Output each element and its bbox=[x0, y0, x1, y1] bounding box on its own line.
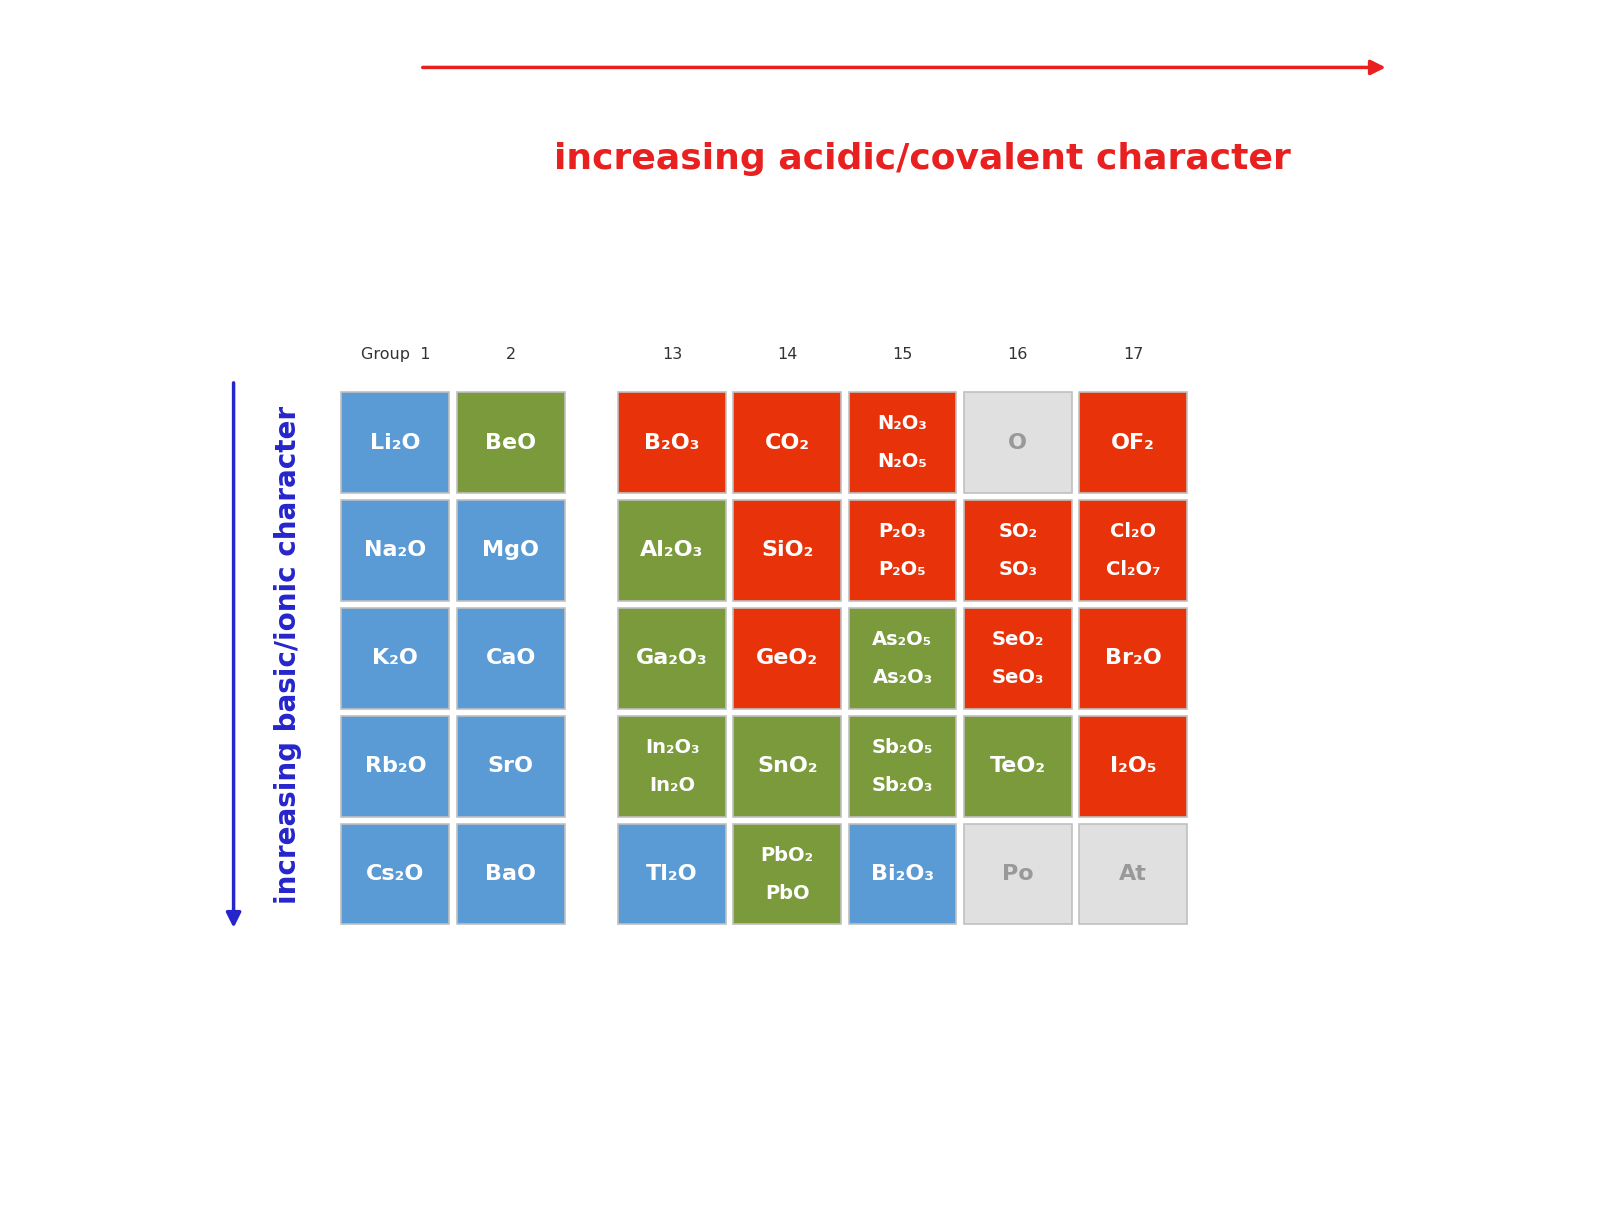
FancyBboxPatch shape bbox=[456, 608, 565, 709]
Text: CaO: CaO bbox=[485, 649, 536, 668]
FancyBboxPatch shape bbox=[341, 392, 450, 493]
Text: Sb₂O₃: Sb₂O₃ bbox=[872, 776, 933, 794]
Text: GeO₂: GeO₂ bbox=[757, 649, 818, 668]
Text: Sb₂O₅: Sb₂O₅ bbox=[872, 738, 933, 756]
Text: MgO: MgO bbox=[482, 541, 539, 560]
Text: Na₂O: Na₂O bbox=[365, 541, 427, 560]
Text: Po: Po bbox=[1002, 864, 1034, 884]
FancyBboxPatch shape bbox=[1078, 716, 1187, 817]
FancyBboxPatch shape bbox=[1078, 392, 1187, 493]
Text: Cl₂O₇: Cl₂O₇ bbox=[1106, 560, 1160, 579]
Text: 2: 2 bbox=[506, 347, 515, 362]
Text: Tl₂O: Tl₂O bbox=[646, 864, 698, 884]
Text: N₂O₅: N₂O₅ bbox=[877, 452, 928, 471]
Text: 14: 14 bbox=[778, 347, 797, 362]
Text: I₂O₅: I₂O₅ bbox=[1110, 756, 1157, 776]
Text: increasing basic/ionic character: increasing basic/ionic character bbox=[274, 406, 301, 905]
Text: increasing acidic/covalent character: increasing acidic/covalent character bbox=[554, 142, 1291, 177]
FancyBboxPatch shape bbox=[963, 824, 1072, 924]
Text: In₂O: In₂O bbox=[650, 776, 694, 794]
Text: Br₂O: Br₂O bbox=[1104, 649, 1162, 668]
FancyBboxPatch shape bbox=[848, 500, 957, 601]
Text: N₂O₃: N₂O₃ bbox=[878, 414, 928, 433]
Text: P₂O₅: P₂O₅ bbox=[878, 560, 926, 579]
Text: In₂O₃: In₂O₃ bbox=[645, 738, 699, 756]
Text: SiO₂: SiO₂ bbox=[762, 541, 813, 560]
Text: 15: 15 bbox=[893, 347, 912, 362]
FancyBboxPatch shape bbox=[733, 500, 842, 601]
FancyBboxPatch shape bbox=[456, 716, 565, 817]
FancyBboxPatch shape bbox=[618, 824, 726, 924]
Text: K₂O: K₂O bbox=[373, 649, 418, 668]
Text: O: O bbox=[1008, 433, 1027, 452]
FancyBboxPatch shape bbox=[848, 716, 957, 817]
Text: SeO₂: SeO₂ bbox=[992, 630, 1043, 649]
Text: 17: 17 bbox=[1123, 347, 1142, 362]
Text: SO₃: SO₃ bbox=[998, 560, 1037, 579]
FancyBboxPatch shape bbox=[341, 500, 450, 601]
FancyBboxPatch shape bbox=[1078, 500, 1187, 601]
Text: P₂O₃: P₂O₃ bbox=[878, 522, 926, 541]
Text: BeO: BeO bbox=[485, 433, 536, 452]
FancyBboxPatch shape bbox=[848, 608, 957, 709]
FancyBboxPatch shape bbox=[733, 392, 842, 493]
FancyBboxPatch shape bbox=[341, 824, 450, 924]
Text: SO₂: SO₂ bbox=[998, 522, 1037, 541]
Text: SnO₂: SnO₂ bbox=[757, 756, 818, 776]
FancyBboxPatch shape bbox=[341, 608, 450, 709]
Text: 13: 13 bbox=[662, 347, 682, 362]
Text: Rb₂O: Rb₂O bbox=[365, 756, 426, 776]
Text: TeO₂: TeO₂ bbox=[990, 756, 1046, 776]
FancyBboxPatch shape bbox=[848, 824, 957, 924]
FancyBboxPatch shape bbox=[618, 716, 726, 817]
FancyBboxPatch shape bbox=[848, 392, 957, 493]
Text: OF₂: OF₂ bbox=[1110, 433, 1155, 452]
Text: PbO: PbO bbox=[765, 884, 810, 902]
Text: Group  1: Group 1 bbox=[360, 347, 430, 362]
FancyBboxPatch shape bbox=[733, 608, 842, 709]
Text: Bi₂O₃: Bi₂O₃ bbox=[870, 864, 934, 884]
FancyBboxPatch shape bbox=[456, 500, 565, 601]
Text: B₂O₃: B₂O₃ bbox=[645, 433, 699, 452]
FancyBboxPatch shape bbox=[733, 824, 842, 924]
Text: Li₂O: Li₂O bbox=[370, 433, 421, 452]
FancyBboxPatch shape bbox=[733, 716, 842, 817]
FancyBboxPatch shape bbox=[456, 392, 565, 493]
FancyBboxPatch shape bbox=[963, 392, 1072, 493]
FancyBboxPatch shape bbox=[618, 392, 726, 493]
Text: As₂O₃: As₂O₃ bbox=[872, 668, 933, 687]
Text: As₂O₅: As₂O₅ bbox=[872, 630, 933, 649]
FancyBboxPatch shape bbox=[618, 608, 726, 709]
FancyBboxPatch shape bbox=[963, 716, 1072, 817]
FancyBboxPatch shape bbox=[1078, 608, 1187, 709]
Text: SeO₃: SeO₃ bbox=[992, 668, 1043, 687]
FancyBboxPatch shape bbox=[618, 500, 726, 601]
Text: CO₂: CO₂ bbox=[765, 433, 810, 452]
Text: SrO: SrO bbox=[488, 756, 534, 776]
FancyBboxPatch shape bbox=[456, 824, 565, 924]
FancyBboxPatch shape bbox=[963, 608, 1072, 709]
Text: PbO₂: PbO₂ bbox=[760, 846, 814, 864]
Text: Ga₂O₃: Ga₂O₃ bbox=[637, 649, 707, 668]
FancyBboxPatch shape bbox=[341, 716, 450, 817]
Text: BaO: BaO bbox=[485, 864, 536, 884]
FancyBboxPatch shape bbox=[963, 500, 1072, 601]
FancyBboxPatch shape bbox=[1078, 824, 1187, 924]
Text: Cs₂O: Cs₂O bbox=[366, 864, 424, 884]
Text: 16: 16 bbox=[1008, 347, 1027, 362]
Text: Cl₂O: Cl₂O bbox=[1110, 522, 1157, 541]
Text: At: At bbox=[1118, 864, 1147, 884]
Text: Al₂O₃: Al₂O₃ bbox=[640, 541, 704, 560]
